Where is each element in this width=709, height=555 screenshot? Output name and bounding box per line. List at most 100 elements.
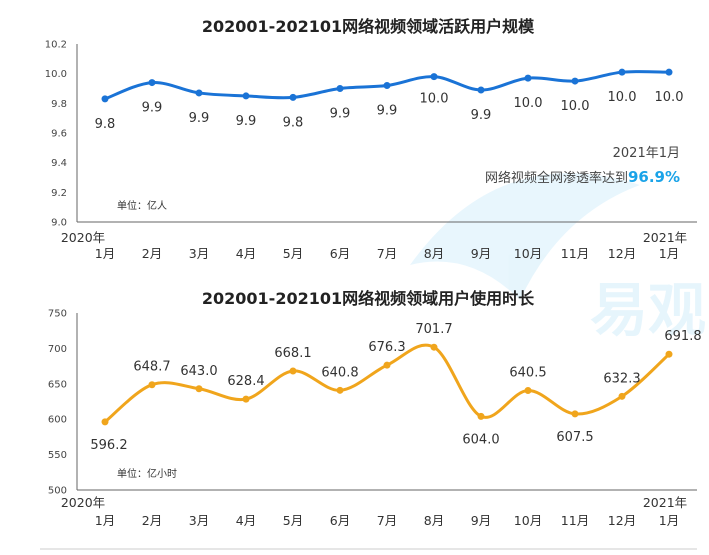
chart1-data-label: 10.0 <box>514 96 543 111</box>
chart1-y-tick: 10.0 <box>45 69 67 80</box>
chart1-points <box>101 68 673 103</box>
chart2-point <box>524 387 532 395</box>
chart2-y-tick: 750 <box>48 309 67 320</box>
annotation-line2: 网络视频全网渗透率达到 <box>485 170 628 186</box>
chart1-point <box>477 86 485 94</box>
chart1-x-tick: 7月 <box>377 246 397 261</box>
chart1-point <box>289 93 297 101</box>
chart1-x-tick: 1月 <box>95 246 115 261</box>
chart1-point <box>571 77 579 85</box>
chart1-point <box>336 85 344 92</box>
chart2-unit-note: 单位：亿小时 <box>117 467 177 480</box>
chart1-point <box>524 74 532 82</box>
annotation-value: 96.9% <box>628 168 680 186</box>
chart1-point <box>101 95 109 103</box>
chart2-point <box>242 395 250 403</box>
chart1-y-tick: 10.2 <box>45 40 67 51</box>
chart1-data-label: 9.9 <box>377 104 398 119</box>
chart2-point <box>101 418 109 426</box>
chart1-data-label: 9.8 <box>283 115 304 130</box>
chart2-data-labels: 596.2 648.7 643.0 628.4 668.1 640.8 676.3 701.7… <box>90 322 701 453</box>
chart2-point <box>571 410 579 418</box>
chart2-x-tick: 12月 <box>608 513 636 528</box>
chart2-x-tick: 10月 <box>514 513 542 528</box>
watermark-logo: 易观 <box>410 173 706 344</box>
chart1-x-tick: 9月 <box>471 246 491 261</box>
chart2-data-label: 628.4 <box>227 374 264 389</box>
chart1-point <box>195 89 203 97</box>
chart2-y-ticks: 500 550 600 650 700 750 <box>48 309 67 497</box>
chart2-data-label: 640.5 <box>509 366 546 381</box>
chart2-y-tick: 600 <box>48 415 67 426</box>
chart2-x-tick: 2月 <box>142 513 162 528</box>
chart1-x-ticks: 1月 2月 3月 4月 5月 6月 7月 8月 9月 10月 11月 12月 1月 <box>95 246 679 261</box>
chart2-point <box>477 412 485 420</box>
chart2-title: 202001-202101网络视频领域用户使用时长 <box>202 289 535 308</box>
chart1-point <box>383 82 391 90</box>
chart2-point <box>289 367 297 375</box>
chart2-x-tick: 7月 <box>377 513 397 528</box>
chart2-data-label: 643.0 <box>180 364 217 379</box>
chart2-data-label: 632.3 <box>603 371 640 386</box>
chart2-point <box>336 386 344 394</box>
chart2-point <box>665 350 673 358</box>
chart1-x-tick: 10月 <box>514 246 542 261</box>
chart1-point <box>430 73 438 81</box>
chart1-unit-note: 单位：亿人 <box>117 199 167 212</box>
chart2-x-tick: 1月 <box>659 513 679 528</box>
chart2-x-tick: 4月 <box>236 513 256 528</box>
chart2-data-label: 648.7 <box>133 360 170 375</box>
chart1-data-label: 9.8 <box>95 117 116 132</box>
chart2-y-tick: 550 <box>48 450 67 461</box>
chart2-x-ticks: 1月 2月 3月 4月 5月 6月 7月 8月 9月 10月 11月 12月 1月 <box>95 513 679 528</box>
chart1-data-labels: 9.8 9.9 9.9 9.9 9.8 9.9 9.9 10.0 9.9 10.0 10.0 10.0… <box>95 90 684 132</box>
chart2-data-label: 596.2 <box>90 438 127 453</box>
chart2-data-label: 701.7 <box>415 322 452 337</box>
chart2-x-tick: 6月 <box>330 513 350 528</box>
chart2-data-label: 640.8 <box>321 365 358 380</box>
chart2-point <box>430 343 438 351</box>
chart1-x-tick: 4月 <box>236 246 256 261</box>
chart2-x-tick: 11月 <box>561 513 589 528</box>
chart1-point <box>148 79 156 87</box>
chart2-data-label: 604.0 <box>462 432 499 447</box>
chart2-data-label: 607.5 <box>556 430 593 445</box>
chart1-x-tick: 6月 <box>330 246 350 261</box>
chart1-data-label: 10.0 <box>561 99 590 114</box>
chart2-x-tick: 3月 <box>189 513 209 528</box>
chart1-point <box>242 92 250 100</box>
chart2-y-tick: 650 <box>48 379 67 390</box>
chart1-x-tick: 3月 <box>189 246 209 261</box>
annotation-date: 2021年1月 <box>613 146 680 161</box>
chart1-x-tick: 5月 <box>283 246 303 261</box>
chart1-y-ticks: 9.0 9.2 9.4 9.6 9.8 10.0 10.2 <box>45 40 67 229</box>
chart1-data-label: 9.9 <box>142 101 163 116</box>
chart1-x-tick: 1月 <box>659 246 679 261</box>
chart2-x-tick: 9月 <box>471 513 491 528</box>
chart2-x-tick: 5月 <box>283 513 303 528</box>
chart-active-users: 202001-202101网络视频领域活跃用户规模 9.09.29.49.69.… <box>45 17 697 261</box>
chart1-x-tick: 8月 <box>424 246 444 261</box>
chart2-point <box>148 381 156 389</box>
chart2-x-tick: 1月 <box>95 513 115 528</box>
chart2-data-label: 691.8 <box>664 329 701 344</box>
chart1-x-tick: 2月 <box>142 246 162 261</box>
chart1-year-start: 2020年 <box>61 230 105 245</box>
chart1-y-tick: 9.2 <box>51 188 67 199</box>
svg-text:易观: 易观 <box>590 276 706 344</box>
chart1-point <box>618 68 626 76</box>
chart2-year-end: 2021年 <box>643 495 687 510</box>
chart2-y-tick: 700 <box>48 344 67 355</box>
chart-usage-time: 202001-202101网络视频领域用户使用时长 500 550 600 650 70… <box>48 289 702 528</box>
chart1-year-end: 2021年 <box>643 230 687 245</box>
chart1-title: 202001-202101网络视频领域活跃用户规模 <box>202 17 535 36</box>
chart2-point <box>383 361 391 369</box>
chart1-data-label: 10.0 <box>608 90 637 105</box>
chart2-point <box>618 392 626 400</box>
chart2-points <box>101 343 673 426</box>
chart2-data-label: 668.1 <box>274 346 311 361</box>
chart2-data-label: 676.3 <box>368 340 405 355</box>
chart1-data-label: 9.9 <box>189 111 210 126</box>
